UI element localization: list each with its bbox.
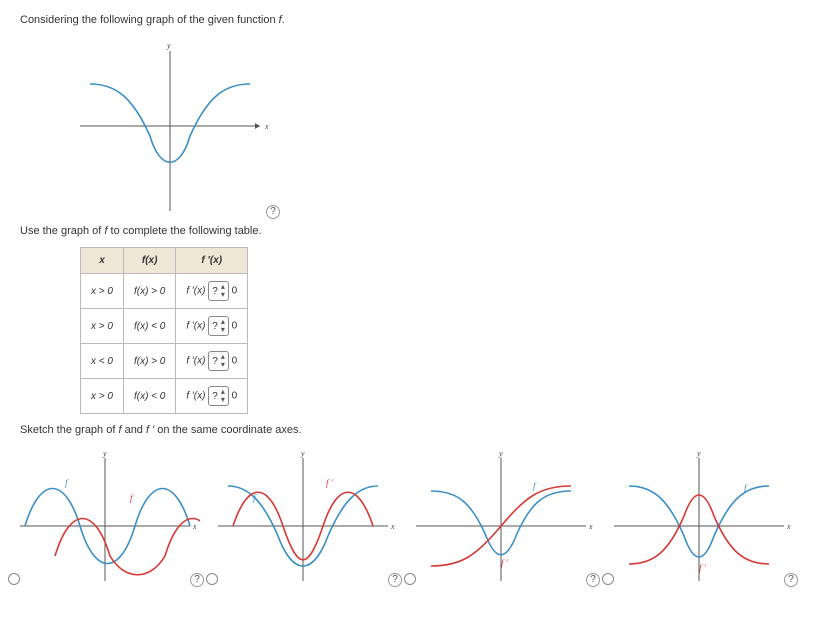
svg-text:x: x	[588, 522, 593, 531]
sketch-part3: on the same coordinate axes.	[154, 424, 301, 436]
cell-fpx: f ′(x) ?▴▾ 0	[176, 344, 248, 379]
sketch-fp: f ′	[146, 424, 154, 436]
svg-text:f: f	[533, 481, 537, 491]
options-row: y x f f ? y x f f ′ ? y	[10, 446, 799, 589]
svg-text:y: y	[696, 449, 701, 458]
option-a: y x f f ?	[10, 446, 200, 589]
table-row: x < 0 f(x) > 0 f ′(x) ?▴▾ 0	[81, 344, 248, 379]
cell-fpx: f ′(x) ?▴▾ 0	[176, 379, 248, 414]
compare-select[interactable]: ?▴▾	[208, 386, 229, 406]
option-radio[interactable]	[8, 573, 20, 585]
option-d: y x f f ′ ?	[604, 446, 794, 589]
cell-fx: f(x) > 0	[123, 344, 175, 379]
intro-part1: Considering the following graph of the g…	[20, 14, 279, 26]
table-row: x > 0 f(x) > 0 f ′(x) ?▴▾ 0	[81, 274, 248, 309]
help-icon[interactable]: ?	[266, 205, 280, 219]
sketch-text: Sketch the graph of f and f ′ on the sam…	[20, 424, 799, 436]
compare-select[interactable]: ?▴▾	[208, 351, 229, 371]
col-fpx: f ′(x)	[176, 248, 248, 274]
cell-fx: f(x) > 0	[123, 274, 175, 309]
svg-text:y: y	[300, 449, 305, 458]
cell-x: x > 0	[81, 379, 124, 414]
sketch-part1: Sketch the graph of	[20, 424, 118, 436]
svg-text:x: x	[786, 522, 791, 531]
svg-text:f: f	[65, 478, 69, 488]
y-axis-label: y	[166, 41, 171, 50]
intro-text: Considering the following graph of the g…	[20, 14, 799, 26]
cell-fpx: f ′(x) ?▴▾ 0	[176, 274, 248, 309]
option-b: y x f f ′ ?	[208, 446, 398, 589]
given-graph: y x ?	[60, 36, 280, 219]
comparison-table: x f(x) f ′(x) x > 0 f(x) > 0 f ′(x) ?▴▾ …	[80, 247, 248, 414]
table-row: x > 0 f(x) < 0 f ′(x) ?▴▾ 0	[81, 379, 248, 414]
option-radio[interactable]	[404, 573, 416, 585]
cell-fpx: f ′(x) ?▴▾ 0	[176, 309, 248, 344]
use-graph-text: Use the graph of f to complete the follo…	[20, 225, 799, 237]
compare-select[interactable]: ?▴▾	[208, 316, 229, 336]
svg-text:f ′: f ′	[501, 558, 509, 568]
x-axis-label: x	[264, 122, 269, 131]
cell-x: x > 0	[81, 309, 124, 344]
help-icon[interactable]: ?	[388, 573, 402, 587]
help-icon[interactable]: ?	[784, 573, 798, 587]
cell-fx: f(x) < 0	[123, 379, 175, 414]
use-part1: Use the graph of	[20, 225, 104, 237]
col-fx: f(x)	[123, 248, 175, 274]
intro-part2: .	[282, 14, 285, 26]
svg-text:f ′: f ′	[326, 478, 334, 488]
table-header-row: x f(x) f ′(x)	[81, 248, 248, 274]
svg-text:f: f	[253, 493, 257, 503]
table-row: x > 0 f(x) < 0 f ′(x) ?▴▾ 0	[81, 309, 248, 344]
svg-text:f: f	[130, 493, 134, 503]
svg-text:x: x	[192, 522, 197, 531]
svg-text:x: x	[390, 522, 395, 531]
cell-x: x < 0	[81, 344, 124, 379]
cell-x: x > 0	[81, 274, 124, 309]
compare-select[interactable]: ?▴▾	[208, 281, 229, 301]
svg-text:f ′: f ′	[699, 563, 707, 573]
col-x: x	[81, 248, 124, 274]
use-part2: to complete the following table.	[107, 225, 261, 237]
option-radio[interactable]	[602, 573, 614, 585]
svg-text:y: y	[102, 449, 107, 458]
help-icon[interactable]: ?	[586, 573, 600, 587]
svg-text:y: y	[498, 449, 503, 458]
help-icon[interactable]: ?	[190, 573, 204, 587]
cell-fx: f(x) < 0	[123, 309, 175, 344]
option-radio[interactable]	[206, 573, 218, 585]
option-c: y x f f ′ ?	[406, 446, 596, 589]
sketch-part2: and	[122, 424, 146, 436]
